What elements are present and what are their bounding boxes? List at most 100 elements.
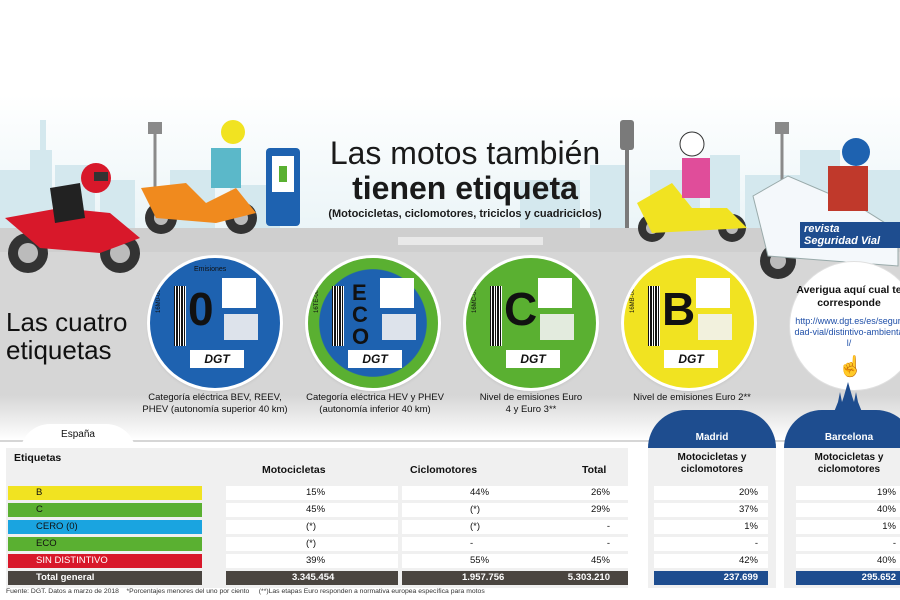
cell-barcelona: 40% — [876, 504, 896, 515]
cell-motocicletas: (*) — [306, 521, 317, 532]
madrid-palace-icon — [692, 410, 732, 432]
dgt-logo: DGT — [190, 350, 244, 368]
info-link[interactable]: http://www.dgt.es/es/seguridad-vial/dist… — [794, 316, 900, 348]
cell-madrid: 1% — [744, 521, 758, 532]
cell-barcelona: 19% — [876, 487, 896, 498]
madrid-row: 37% — [654, 503, 768, 517]
footer-note-2: (**)Las etapas Euro responden a normativ… — [258, 588, 485, 595]
cell-madrid: - — [754, 538, 758, 549]
cell-motocicletas: 39% — [306, 555, 326, 566]
orange-scooter-illustration — [141, 120, 257, 234]
row-label: CERO (0) — [8, 520, 202, 534]
dgt-logo: DGT — [348, 350, 402, 368]
total-madrid-row: 237.699 — [654, 571, 768, 585]
cell-barcelona: - — [892, 538, 896, 549]
dgt-logo: DGT — [506, 350, 560, 368]
sticker-panel — [696, 278, 730, 308]
barcelona-header: Motocicletas y ciclomotores — [814, 452, 884, 475]
row-label: B — [8, 486, 202, 500]
row-label: ECO — [8, 537, 202, 551]
sticker-panel — [698, 314, 732, 340]
table-row: 45% — [226, 503, 398, 517]
sticker-caption-cero: Categoría eléctrica BEV, REEV, PHEV (aut… — [142, 392, 288, 415]
footer-source: Fuente: DGT. Datos a marzo de 2018 — [6, 588, 119, 595]
cell-madrid: 20% — [738, 487, 758, 498]
cell-ciclomotores: - — [470, 538, 474, 549]
sticker-panel — [380, 278, 414, 308]
table-row: -- — [402, 537, 628, 551]
sticker-letter: B — [662, 283, 696, 335]
total-row: 3.345.454 — [226, 571, 398, 585]
total-ciclomotores: 1.957.756 — [462, 572, 505, 583]
info-title: Averigua aquí cual te corresponde — [796, 284, 900, 309]
sticker-panel — [222, 278, 256, 308]
barcode-icon — [332, 286, 344, 346]
cell-motocicletas: 15% — [306, 487, 326, 498]
madrid-row: 20% — [654, 486, 768, 500]
barcode-icon — [174, 286, 186, 346]
cell-total: 29% — [590, 504, 610, 515]
barcode-icon — [648, 286, 660, 346]
cell-madrid: 37% — [738, 504, 758, 515]
footer: Fuente: DGT. Datos a marzo de 2018 *Porc… — [6, 588, 485, 595]
title-block: Las motos también tienen etiqueta (Motoc… — [300, 135, 630, 221]
cell-total: - — [606, 538, 610, 549]
charging-station-illustration — [266, 148, 300, 226]
total-label: Total general — [8, 571, 202, 585]
row-label: SIN DISTINTIVO — [8, 554, 202, 568]
revista-seguridad-vial-logo: revista Seguridad Vial — [800, 222, 900, 248]
sticker-panel — [538, 278, 572, 308]
title-subtitle: (Motocicletas, ciclomotores, triciclos y… — [328, 208, 602, 220]
madrid-row: 42% — [654, 554, 768, 568]
sticker-code: 16TE-0000000 — [314, 273, 320, 313]
sticker-top-label: Emisiones — [194, 266, 227, 273]
table-row: (*) — [226, 520, 398, 534]
barcelona-row: 40% — [796, 503, 900, 517]
total-motocicletas: 3.345.454 — [292, 572, 335, 583]
header-total: Total — [582, 464, 607, 476]
sticker-b: 16MB-0000000 B DGT — [624, 258, 754, 388]
white-police-motorcycle-illustration — [752, 138, 899, 279]
table-row: 39% — [226, 554, 398, 568]
table-row: 55% 45% — [402, 554, 628, 568]
sticker-panel — [224, 314, 258, 340]
cell-total: 26% — [590, 487, 610, 498]
table-row: 15% — [226, 486, 398, 500]
table-row: (*) — [226, 537, 398, 551]
madrid-header: Motocicletas y ciclomotores — [677, 452, 747, 475]
barcelona-row: 40% — [796, 554, 900, 568]
row-label: C — [8, 503, 202, 517]
table-row: (*) - — [402, 520, 628, 534]
cell-ciclomotores: (*) — [470, 521, 481, 532]
sticker-code: 16MB-0000000 — [630, 271, 636, 313]
cell-barcelona: 1% — [882, 521, 896, 532]
info-bubble[interactable]: Averigua aquí cual te corresponde http:/… — [790, 262, 900, 390]
title-line-2: tienen etiqueta — [352, 170, 578, 206]
sticker-code: 16M0-0000000 — [156, 272, 162, 313]
sticker-caption-eco: Categoría eléctrica HEV y PHEV (autonomí… — [306, 392, 444, 415]
sticker-caption-b: Nivel de emisiones Euro 2** — [633, 392, 751, 403]
sticker-panel — [382, 314, 416, 340]
barcode-icon — [490, 286, 502, 346]
sticker-letter: C — [504, 283, 538, 335]
header-ciclomotores: Ciclomotores — [410, 464, 478, 476]
cell-total: 45% — [590, 555, 610, 566]
sagrada-familia-icon — [834, 382, 862, 430]
cell-madrid: 42% — [738, 555, 758, 566]
sticker-code: 16MC-0000000 — [472, 271, 478, 313]
cell-ciclomotores: 44% — [470, 487, 490, 498]
barcelona-row: - — [796, 537, 900, 551]
red-motorcycle-illustration — [5, 163, 140, 273]
total-barcelona-row: 295.652 — [796, 571, 900, 585]
madrid-row: - — [654, 537, 768, 551]
section-heading: Las cuatro etiquetas — [6, 307, 128, 365]
yellow-scooter-illustration — [637, 131, 747, 242]
pointer-click-icon: ☝ — [838, 356, 863, 378]
header-etiquetas: Etiquetas — [14, 452, 62, 464]
sticker-caption-c: Nivel de emisiones Euro 4 y Euro 3** — [479, 392, 583, 415]
footer-note-1: *Porcentajes menores del uno por ciento — [126, 588, 250, 595]
title-line-1: Las motos también — [329, 135, 601, 171]
barcelona-row: 1% — [796, 520, 900, 534]
table-row: 44% 26% — [402, 486, 628, 500]
